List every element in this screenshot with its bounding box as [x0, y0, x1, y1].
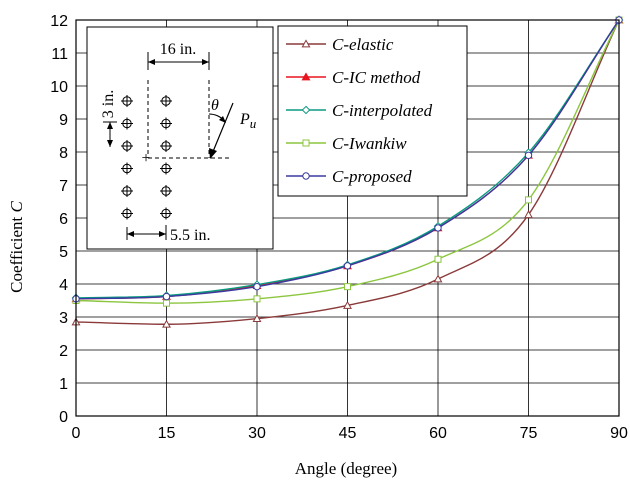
dim-16-label: 16 in. — [160, 41, 196, 58]
y-tick-label: 4 — [59, 277, 68, 294]
data-point — [163, 299, 170, 307]
y-tick-label: 0 — [59, 409, 68, 426]
data-point — [434, 255, 442, 263]
x-tick-label: 45 — [339, 425, 357, 442]
y-tick-label: 6 — [59, 211, 68, 228]
data-point — [343, 262, 352, 270]
data-point — [434, 224, 442, 232]
load-subscript: u — [250, 116, 257, 131]
dim-5-arrow-right — [159, 231, 166, 237]
legend-box — [277, 25, 468, 197]
inset-box — [86, 26, 274, 250]
bolt-icon — [121, 95, 133, 107]
dim-3-arrow-top — [107, 122, 113, 129]
plot-frame — [75, 19, 620, 417]
series-c-elastic — [71, 15, 624, 328]
data-point — [344, 283, 351, 291]
x-tick-label: 90 — [610, 425, 628, 442]
series-layer — [71, 15, 624, 328]
bolt-icon — [160, 140, 172, 152]
legend-item: C-proposed — [286, 167, 412, 186]
legend: C-elastic C-IC method C-interpolated C-Iwan… — [277, 25, 468, 197]
legend-swatch-marker — [301, 105, 311, 115]
bolt-icon — [121, 185, 133, 197]
y-tick-label: 10 — [50, 79, 68, 96]
angle-symbol: θ — [211, 97, 219, 114]
legend-item: C-Iwankiw — [286, 134, 407, 153]
bolt-group-inset: 16 in. + 3 in. 5.5 in. θ Pu — [86, 26, 274, 250]
bolt-group — [121, 95, 172, 220]
data-point — [525, 196, 532, 204]
legend-label: C-interpolated — [332, 101, 433, 120]
load-label: Pu — [239, 111, 257, 131]
legend-swatch-marker — [301, 39, 311, 48]
y-tick-label: 1 — [59, 376, 68, 393]
dim-16-arrow-left — [148, 59, 155, 65]
bolt-icon — [160, 185, 172, 197]
load-arrow-head — [209, 148, 217, 159]
bolt-icon — [121, 117, 133, 130]
data-point — [162, 292, 171, 301]
y-axis-title-text: Coefficient — [7, 212, 26, 292]
dim-16-arrow-right — [202, 59, 209, 65]
bolt-icon — [160, 95, 172, 107]
y-axis-title-var: C — [7, 200, 26, 212]
dim-3-arrow-bottom — [107, 140, 113, 147]
data-point — [524, 151, 533, 160]
x-tick-label: 30 — [248, 425, 266, 442]
legend-item: C-IC method — [286, 68, 421, 87]
x-axis-title: Angle (degree) — [295, 459, 397, 478]
bolt-icon — [160, 117, 172, 130]
y-tick-label: 12 — [50, 13, 68, 30]
legend-label: C-elastic — [332, 35, 394, 54]
dim-5-arrow-left — [127, 231, 134, 237]
dim-3-label: 3 in. — [100, 90, 117, 118]
y-axis-title: Coefficient C — [7, 200, 26, 292]
origin-marker: + — [141, 150, 150, 167]
y-tick-label: 7 — [59, 178, 68, 195]
bolt-icon — [160, 207, 172, 220]
data-point — [343, 300, 352, 309]
data-point — [252, 314, 262, 323]
legend-swatch-marker — [302, 172, 310, 180]
x-tick-label: 60 — [429, 425, 447, 442]
data-point — [433, 274, 443, 283]
data-point — [253, 295, 261, 303]
legend-swatch-marker — [302, 139, 310, 147]
angle-arc-head — [219, 116, 226, 123]
legend-swatch-marker — [301, 72, 311, 81]
legend-item: C-interpolated — [286, 101, 433, 120]
x-tick-label: 15 — [158, 425, 176, 442]
bolt-icon — [121, 207, 133, 220]
y-tick-label: 3 — [59, 310, 68, 327]
dim-5-label: 5.5 in. — [170, 227, 210, 244]
x-tick-label: 0 — [72, 425, 81, 442]
y-tick-label: 5 — [59, 244, 68, 261]
y-tick-label: 2 — [59, 343, 68, 360]
x-tick-label: 75 — [520, 425, 538, 442]
y-tick-label: 8 — [59, 145, 68, 162]
legend-label: C-IC method — [332, 68, 421, 87]
data-point — [253, 282, 261, 291]
data-point — [524, 210, 533, 219]
load-symbol: P — [239, 111, 250, 128]
y-tick-label: 9 — [59, 112, 68, 129]
load-arrow-shaft — [211, 102, 234, 155]
bolt-icon — [160, 162, 172, 175]
y-tick-label: 11 — [51, 46, 68, 63]
legend-item: C-elastic — [286, 35, 394, 54]
bolt-icon — [121, 162, 133, 175]
bolt-icon — [121, 140, 133, 152]
legend-label: C-Iwankiw — [332, 134, 407, 153]
legend-label: C-proposed — [332, 167, 412, 186]
data-point — [162, 319, 171, 328]
